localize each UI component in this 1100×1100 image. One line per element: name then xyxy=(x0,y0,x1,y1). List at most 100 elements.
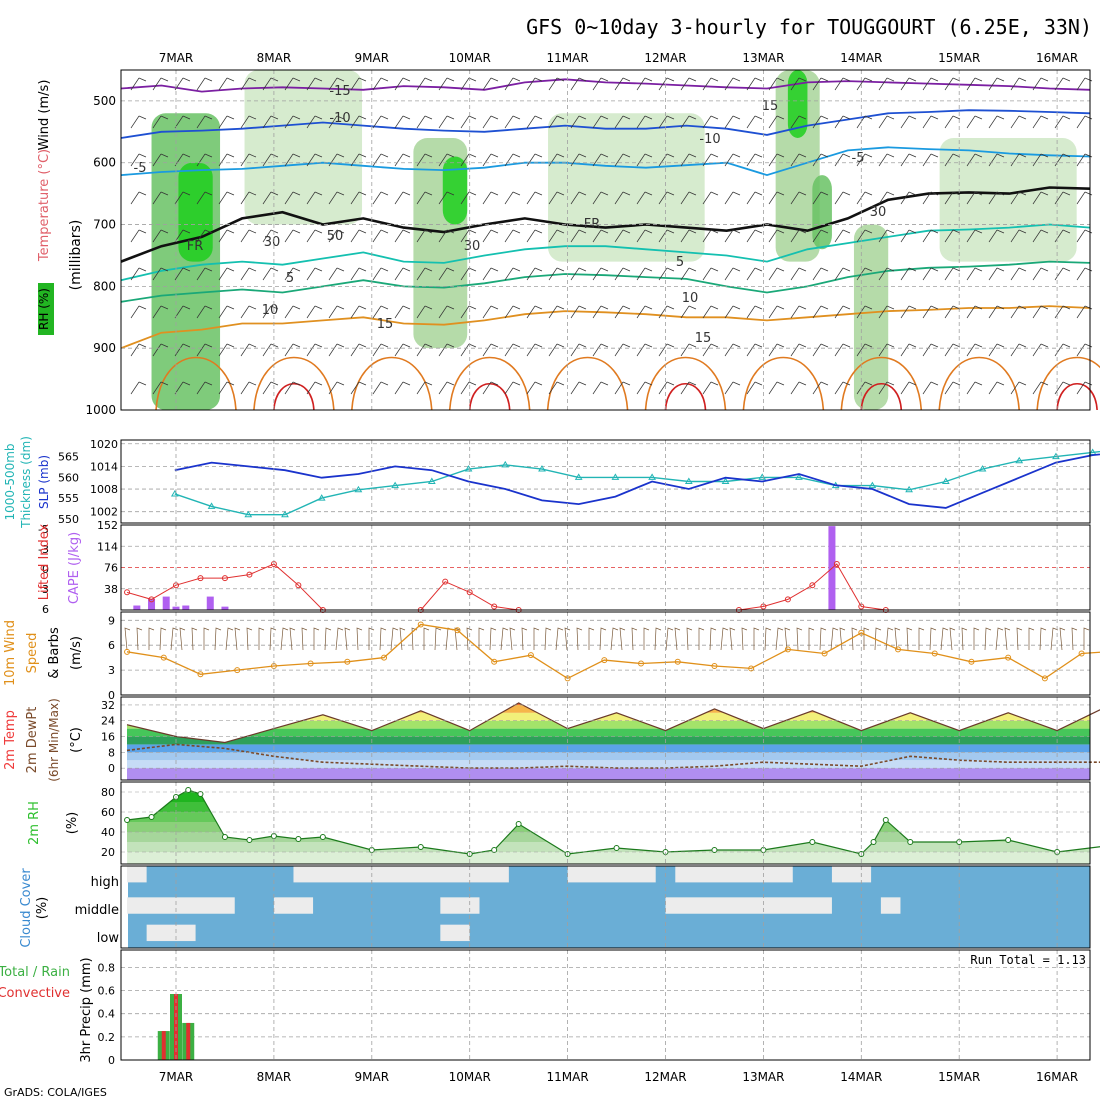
wind-barb xyxy=(729,627,736,651)
wind-barb xyxy=(966,343,983,357)
wind-barb xyxy=(482,191,499,205)
rh-point xyxy=(185,787,192,793)
wind-barb xyxy=(900,343,917,357)
thickness-point xyxy=(574,473,583,480)
thickness-point xyxy=(427,477,436,484)
wind-barb xyxy=(482,153,499,167)
rh-zone xyxy=(548,113,705,262)
wind-barb xyxy=(350,77,367,91)
wind-barb xyxy=(482,77,499,91)
top-date-label: 8MAR xyxy=(257,51,292,65)
wind-barb xyxy=(218,381,235,395)
wind-barb xyxy=(764,627,772,651)
rh-point xyxy=(882,817,889,823)
wind-barb xyxy=(812,153,829,167)
wind-barb xyxy=(225,627,234,651)
lifted-point xyxy=(124,589,131,596)
wind-barb xyxy=(416,267,433,281)
wind-barb xyxy=(416,229,433,243)
wind-barb xyxy=(724,305,741,319)
thickness-point xyxy=(354,485,363,493)
temperature-contour xyxy=(120,109,1091,139)
rh-tick: 20 xyxy=(101,846,115,859)
wind-speed-line xyxy=(126,623,1100,680)
panel-bg-slp xyxy=(121,440,1090,523)
wind-barb xyxy=(614,77,631,91)
wind-barb xyxy=(246,627,253,651)
wind-barb xyxy=(240,77,257,91)
wind-barb xyxy=(262,191,279,205)
wind-barb xyxy=(306,267,323,281)
wind-barb xyxy=(746,381,763,395)
wind-barb xyxy=(218,77,235,91)
rh-point xyxy=(870,839,877,845)
slp-tick: 1020 xyxy=(90,438,118,451)
wind-barb xyxy=(130,343,147,357)
wind-barb xyxy=(636,191,653,205)
wind-barb xyxy=(284,153,301,167)
cloud-gap xyxy=(440,924,470,942)
wind-speed-point xyxy=(895,646,902,653)
wind-barb xyxy=(900,267,917,281)
wind-barb xyxy=(746,229,763,243)
thickness-tick: 560 xyxy=(58,471,79,484)
wind-barb xyxy=(130,77,147,91)
upper-y-tick: 500 xyxy=(93,94,116,108)
wind-barb xyxy=(1054,305,1071,319)
wind-barb xyxy=(240,153,257,167)
wind-barb xyxy=(940,627,949,651)
wind-speed-point xyxy=(968,658,975,665)
thickness-axis-label-2: Thickness (dm) xyxy=(19,436,33,529)
wind-barb xyxy=(1059,627,1066,651)
precip-tick: 0 xyxy=(108,1054,115,1067)
wind-barb xyxy=(988,305,1005,319)
wind-barb xyxy=(702,153,719,167)
wind-barb xyxy=(218,115,235,129)
wind-barb xyxy=(665,627,674,651)
temp-band xyxy=(127,752,1090,761)
wind-barb xyxy=(555,627,564,651)
thickness-point xyxy=(684,477,693,484)
wind-barb xyxy=(394,305,411,319)
wind-speed-point xyxy=(234,667,241,674)
wind-speed-point xyxy=(417,621,424,628)
wind-barb xyxy=(438,381,455,395)
wind-barb xyxy=(130,115,147,129)
wind-axis-label-2: Speed xyxy=(25,633,40,674)
wind-barb xyxy=(878,305,895,319)
wind-barb xyxy=(702,381,719,395)
wind-barb xyxy=(504,343,521,357)
wind-barb xyxy=(610,627,619,651)
wind-barb xyxy=(592,191,609,205)
wind-barb xyxy=(599,627,607,651)
wind-barb xyxy=(878,343,895,357)
wind-barb xyxy=(1032,381,1049,395)
warm-loop xyxy=(644,356,727,411)
wind-barb xyxy=(356,627,363,651)
wind-barb xyxy=(344,627,351,651)
wind-barb xyxy=(746,153,763,167)
wind-barb xyxy=(489,627,497,651)
wind-barb xyxy=(372,343,389,357)
wind-barb xyxy=(350,153,367,167)
temp-tick: 0 xyxy=(108,762,115,775)
wind-barb xyxy=(460,381,477,395)
wind-barb xyxy=(262,381,279,395)
hot-loop xyxy=(664,383,707,411)
wind-barb xyxy=(680,381,697,395)
wind-barb xyxy=(702,229,719,243)
wind-barb xyxy=(885,627,894,651)
wind-barb xyxy=(570,153,587,167)
wind-barb xyxy=(159,627,167,651)
wind-speed-point xyxy=(931,650,938,657)
wind-barb xyxy=(1010,77,1027,91)
wind-barb xyxy=(196,115,213,129)
wind-barb xyxy=(790,229,807,243)
wind-barb xyxy=(130,153,147,167)
wind-barb xyxy=(306,153,323,167)
wind-barb xyxy=(262,115,279,129)
cloud-gap xyxy=(293,866,509,883)
wind-barb xyxy=(394,191,411,205)
top-date-label: 14MAR xyxy=(840,51,882,65)
thickness-tick: 565 xyxy=(58,451,79,464)
